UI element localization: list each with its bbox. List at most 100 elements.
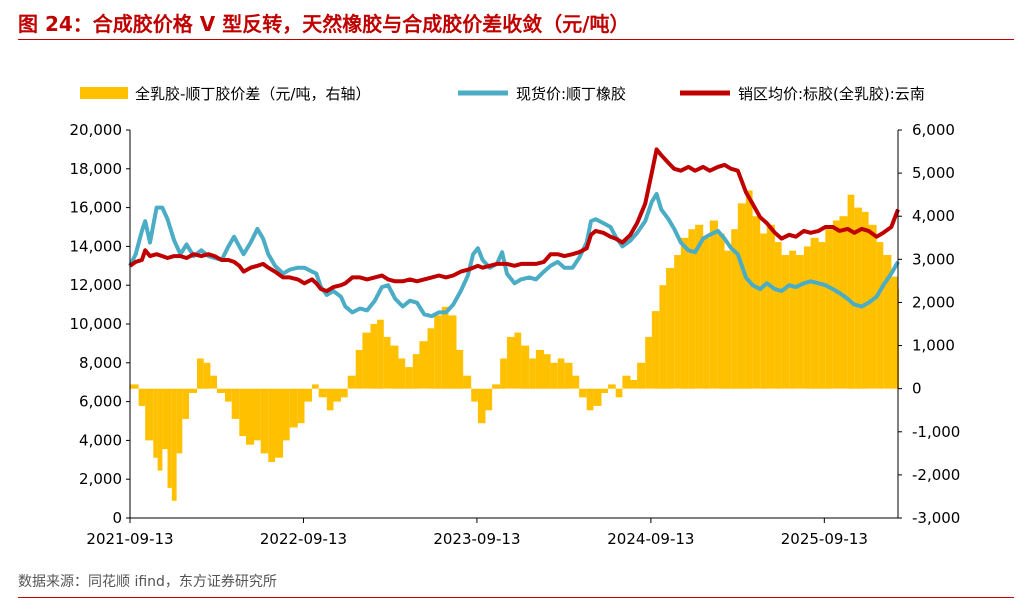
legend-swatch-spread [80, 87, 128, 99]
spread-bar [579, 388, 587, 398]
spread-bar [883, 255, 892, 389]
left-tick-label: 16,000 [70, 199, 123, 217]
legend: 全乳胶-顺丁胶价差（元/吨，右轴） 现货价:顺丁橡胶 销区均价:标胶(全乳胶):… [80, 85, 925, 103]
spread-bar [868, 224, 877, 389]
spread-bar [861, 211, 869, 389]
spread-bar [333, 388, 341, 402]
spread-bar [188, 388, 197, 393]
title-rule [18, 39, 1014, 40]
spread-bar [203, 362, 211, 389]
spread-bar [832, 220, 840, 389]
spread-bar [876, 242, 884, 389]
spread-bar [818, 242, 826, 389]
x-tick-label: 2023-09-13 [433, 530, 520, 548]
spread-bar [297, 388, 305, 424]
spread-bar [260, 388, 269, 454]
spread-bar [825, 229, 833, 389]
spread-bar [318, 388, 327, 398]
spread-bar [231, 388, 240, 419]
left-tick-label: 0 [112, 509, 122, 527]
spread-bar [171, 388, 177, 501]
right-tick-label: -3,000 [912, 509, 960, 527]
spread-bar [362, 332, 371, 389]
spread-bar [268, 388, 275, 462]
spread-bar [659, 285, 667, 389]
spread-bar [731, 229, 738, 389]
spread-bar [514, 332, 522, 389]
spread-bar [398, 358, 406, 389]
right-tick-label: 0 [912, 380, 922, 398]
spread-bar [377, 319, 384, 389]
legend-label-spread: 全乳胶-顺丁胶价差（元/吨，右轴） [135, 85, 370, 103]
spread-bar [737, 203, 746, 389]
spread-bar [839, 216, 848, 389]
spread-bar [463, 375, 472, 389]
spread-bar [456, 349, 464, 389]
spread-bar [543, 354, 551, 389]
spread-bar [485, 388, 493, 411]
spread-bar [448, 315, 457, 389]
x-tick-label: 2025-09-13 [781, 530, 868, 548]
spread-bar [197, 358, 204, 389]
spread-bar [803, 246, 811, 389]
spread-bar [225, 388, 232, 402]
spread-bar [709, 220, 718, 389]
spread-bar [891, 276, 898, 389]
x-tick-label: 2021-09-13 [86, 530, 173, 548]
left-tick-label: 6,000 [79, 393, 122, 411]
left-tick-label: 2,000 [79, 470, 122, 488]
spread-bar [651, 311, 660, 389]
figure-title: 图 24：合成胶价格 V 型反转，天然橡胶与合成胶价差收敛（元/吨） [18, 12, 630, 36]
price-lines [128, 147, 900, 319]
spread-bar [405, 367, 413, 389]
spread-bar [167, 388, 172, 488]
spread-bar [630, 380, 638, 389]
spread-bar [688, 229, 696, 389]
right-tick-label: 5,000 [912, 164, 955, 182]
spread-bar [529, 358, 536, 389]
spread-bar [847, 194, 855, 389]
spread-bar [622, 375, 631, 389]
spread-bar [412, 354, 420, 389]
spread-bar [506, 336, 515, 389]
spread-bar [492, 384, 501, 389]
spread-bar [674, 255, 681, 389]
right-tick-label: 6,000 [912, 121, 955, 139]
spread-bar [312, 384, 319, 389]
spread-bar [500, 358, 507, 389]
left-tick-label: 18,000 [70, 160, 123, 178]
spread-bar [162, 388, 168, 450]
axes: 0 2,000 4,000 6,000 8,000 10,000 12,000 14,000 1… [70, 121, 961, 548]
spread-bar [304, 388, 312, 402]
spread-bar [766, 224, 775, 389]
left-tick-label: 14,000 [70, 237, 123, 255]
spread-bar [601, 388, 609, 393]
spread-bar [586, 388, 594, 411]
spread-bar [774, 242, 782, 389]
spread-bar [275, 388, 284, 458]
spread-bar [289, 388, 298, 428]
spread-bar [471, 388, 478, 402]
x-tick-label: 2024-09-13 [607, 530, 694, 548]
legend-label-standard: 销区均价:标胶(全乳胶):云南 [738, 85, 925, 103]
spread-bar [477, 388, 486, 424]
spread-bar [347, 375, 356, 389]
spread-bar [572, 375, 580, 389]
spread-bar [441, 306, 449, 389]
spread-bar [680, 237, 689, 389]
spread-bar [145, 388, 154, 441]
spread-bar [810, 237, 819, 389]
spread-bar [176, 388, 183, 454]
spread-bar [157, 388, 163, 471]
spread-bar [138, 388, 146, 406]
combo-chart: 全乳胶-顺丁胶价差（元/吨，右轴） 现货价:顺丁橡胶 销区均价:标胶(全乳胶):… [70, 85, 961, 548]
spread-bar [130, 384, 139, 389]
right-tick-label: 2,000 [912, 293, 955, 311]
spread-bar [854, 207, 862, 389]
spread-bar [341, 388, 348, 398]
spread-bar [355, 349, 363, 389]
x-tick-label: 2022-09-13 [260, 530, 347, 548]
spread-bar [789, 250, 796, 389]
right-tick-label: -1,000 [912, 423, 960, 441]
spread-bar [781, 255, 790, 389]
